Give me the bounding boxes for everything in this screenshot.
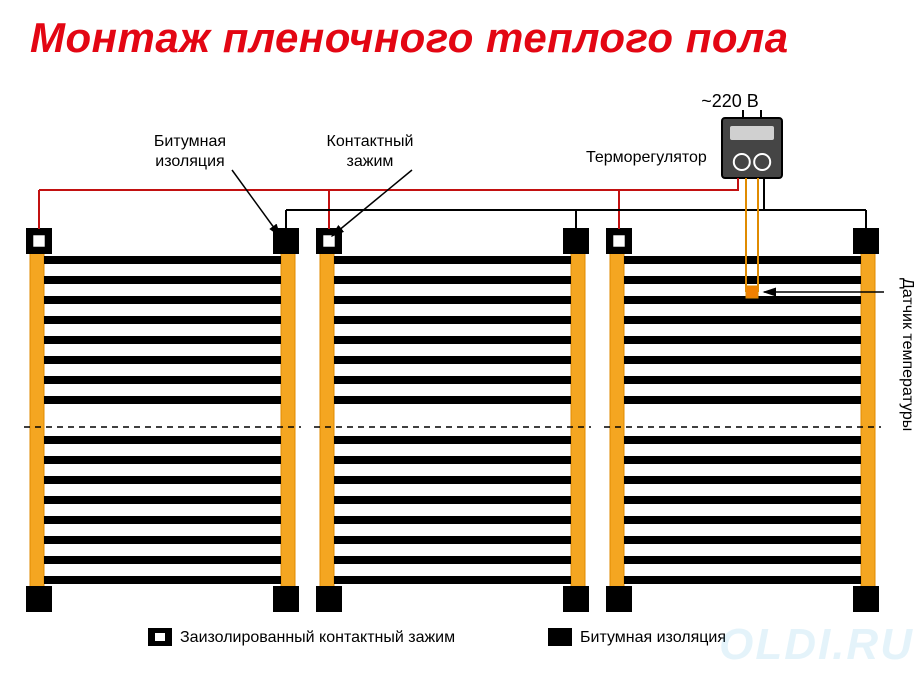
label-sensor: Датчик температуры <box>898 278 916 431</box>
legend1-label: Заизолированный контактный зажим <box>180 628 455 648</box>
label-voltage: ~220 В <box>701 90 759 113</box>
label-bitumen: Битумная изоляция <box>154 132 226 172</box>
diagram-stage: Монтаж пленочного теплого пола ~220 В Те… <box>0 0 924 680</box>
watermark: OLDI.RU <box>719 620 914 670</box>
legend2-label: Битумная изоляция <box>580 628 726 648</box>
diagram-svg <box>0 0 924 680</box>
label-thermostat: Терморегулятор <box>586 148 707 168</box>
label-clamp: Контактный зажим <box>327 132 414 172</box>
